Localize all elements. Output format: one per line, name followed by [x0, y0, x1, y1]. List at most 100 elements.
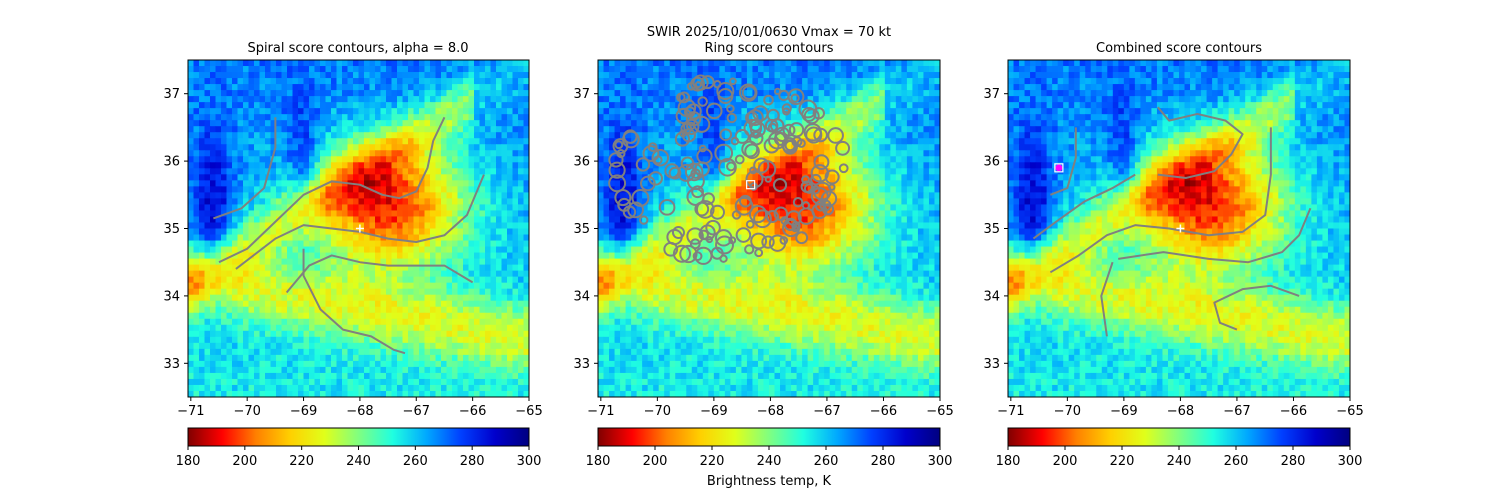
score-contours — [1032, 106, 1312, 337]
contour-line — [1100, 261, 1114, 337]
ring-contour-loop — [694, 246, 713, 265]
colorbar-tick-label: 220 — [289, 454, 314, 469]
ring-contour-loop — [753, 209, 772, 229]
y-tick-label: 37 — [163, 87, 180, 102]
y-tick-label: 36 — [573, 155, 590, 170]
ring-contour-loop — [744, 143, 760, 160]
x-tick-label: −69 — [700, 404, 727, 419]
colorbar — [1007, 427, 1351, 447]
panel-ring: Ring score contours −71 −70 −69 −68 −67 −66 −6… — [573, 41, 953, 469]
ring-contour-loop — [706, 102, 723, 120]
ring-contour-loop — [691, 185, 704, 199]
contour-line — [1050, 127, 1077, 196]
ring-contour-loop — [695, 200, 715, 219]
ring-contour-loop — [663, 241, 679, 257]
ring-contour-loop — [728, 236, 737, 245]
ring-contour-loop — [616, 149, 626, 159]
ring-contour-loop — [671, 226, 685, 240]
ring-contour-loop — [810, 187, 829, 205]
ring-contour-loop — [810, 164, 829, 183]
ring-contour-loop — [726, 161, 736, 172]
ring-contour-loop — [726, 112, 737, 124]
ring-contour-loop — [790, 93, 800, 103]
colorbar-tick-label: 260 — [403, 454, 428, 469]
ring-contour-loop — [726, 104, 735, 113]
y-tick-label: 35 — [983, 222, 1000, 237]
ring-contour-loop — [686, 187, 705, 206]
center-marker — [1176, 224, 1185, 233]
colorbar-tick-label: 280 — [460, 454, 485, 469]
ring-contour-loop — [782, 107, 791, 116]
colorbar-tick-label: 200 — [232, 454, 257, 469]
x-tick-label: −68 — [1167, 404, 1194, 419]
ring-contour-loop — [748, 205, 768, 224]
contour-line — [1118, 207, 1312, 264]
ring-contour-loop — [705, 219, 721, 236]
contour-line — [302, 248, 406, 355]
x-tick-label: −67 — [1223, 404, 1250, 419]
x-tick-label: −65 — [515, 404, 542, 419]
x-tick-label: −68 — [346, 404, 373, 419]
ring-contour-loop — [686, 227, 704, 245]
ring-contour-loop — [803, 183, 815, 194]
colorbar-tick-label: 240 — [346, 454, 371, 469]
contour-line — [285, 254, 474, 294]
score-contours — [213, 116, 485, 355]
colorbar-tick-label: 180 — [996, 454, 1021, 469]
ring-contour-loop — [680, 122, 693, 135]
ring-contour-loop — [773, 87, 782, 95]
ring-contour-loop — [668, 166, 682, 180]
ring-contour-loop — [678, 91, 691, 104]
ring-contour-loop — [763, 94, 774, 106]
center-marker — [355, 224, 364, 233]
ring-contour-loop — [744, 244, 755, 255]
y-tick-label: 37 — [573, 87, 590, 102]
y-tick-label: 36 — [163, 155, 180, 170]
colorbar-tick-label: 200 — [1053, 454, 1078, 469]
panel-title: Spiral score contours, alpha = 8.0 — [247, 41, 468, 56]
colorbar-tick-label: 280 — [1281, 454, 1306, 469]
x-tick-label: −66 — [459, 404, 486, 419]
y-tick-label: 36 — [983, 155, 1000, 170]
colorbar-tick-label: 300 — [928, 454, 953, 469]
extra-marker — [1054, 163, 1064, 173]
ring-contour-loop — [787, 88, 805, 106]
ring-contour-loop — [623, 129, 638, 144]
ring-contour-loop — [801, 175, 810, 184]
ring-contour-loop — [741, 85, 757, 100]
ring-contour-loop — [698, 229, 709, 241]
contour-line — [1213, 284, 1300, 331]
ring-contour-loop — [627, 201, 644, 219]
ring-contour-loop — [761, 235, 775, 249]
ring-contour-loop — [679, 244, 698, 264]
ring-contour-loop — [608, 161, 626, 179]
ring-contour-loop — [735, 227, 752, 243]
x-tick-label: −67 — [813, 404, 840, 419]
panel-title: Combined score contours — [1096, 41, 1262, 56]
ring-contour-loop — [801, 106, 817, 122]
center-marker — [746, 180, 756, 190]
colorbar-tick-label: 260 — [1224, 454, 1249, 469]
ring-contour-loop — [612, 138, 629, 154]
ring-contour-loop — [700, 75, 715, 90]
ring-contour-loop — [692, 74, 709, 91]
ring-contour-loop — [828, 183, 836, 191]
ring-contour-loop — [683, 118, 700, 135]
ring-contour-loop — [741, 140, 759, 158]
ring-contour-loop — [838, 163, 849, 174]
x-tick-label: −66 — [1280, 404, 1307, 419]
ring-contour-loop — [689, 238, 701, 250]
x-tick-label: −70 — [233, 404, 260, 419]
colorbar-tick-label: 180 — [586, 454, 611, 469]
panel-title: Ring score contours — [704, 41, 833, 56]
colorbar-tick-label: 220 — [1110, 454, 1135, 469]
ring-contour-loop — [835, 140, 851, 156]
heatmap-image — [188, 60, 529, 397]
contour-line — [235, 174, 485, 270]
extra-marker-dot — [1055, 164, 1063, 172]
ring-contour-loop — [795, 231, 809, 245]
ring-contour-loop — [696, 147, 713, 165]
ring-contour-loop — [734, 129, 750, 144]
ring-contour-loop — [734, 196, 754, 216]
